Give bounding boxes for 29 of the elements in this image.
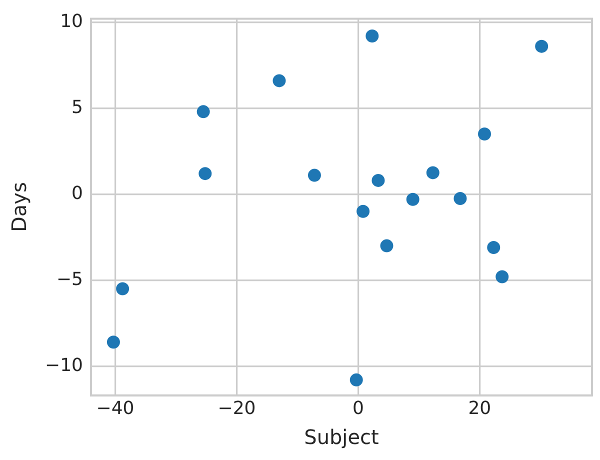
point [372,174,385,187]
point [350,373,363,386]
point [308,168,321,182]
point [272,74,286,88]
y-tick-label: −5 [56,268,83,290]
x-axis-title: Subject [304,425,380,450]
point [454,192,467,205]
point [406,192,420,206]
point [366,29,379,42]
point [478,128,492,141]
y-tick-label: −10 [44,354,83,376]
x-tick-label: 20 [468,398,492,419]
point [496,270,509,284]
x-tick-label: −20 [218,398,256,419]
point [196,105,210,118]
x-tick-label: 0 [352,398,364,419]
y-axis-title: Days [7,182,32,232]
point [116,282,130,296]
y-tick-label: 10 [60,10,83,32]
y-tick-label: 0 [72,182,83,204]
point [380,239,394,252]
point [535,40,548,53]
point [356,204,370,218]
point [198,167,212,180]
point [487,241,500,254]
x-tick-label: −40 [96,398,134,419]
point [106,336,120,349]
point [426,166,440,180]
y-tick-label: 5 [72,96,83,118]
